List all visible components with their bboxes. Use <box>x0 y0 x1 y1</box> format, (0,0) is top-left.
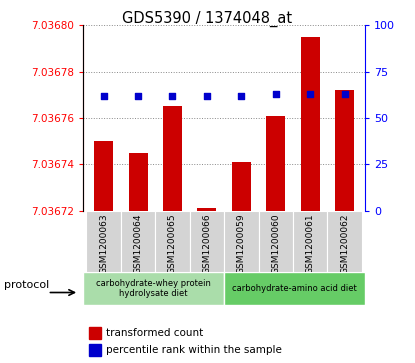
Text: transformed count: transformed count <box>105 328 203 338</box>
Bar <box>259 211 293 272</box>
Bar <box>293 211 327 272</box>
Bar <box>232 162 251 211</box>
Point <box>307 91 313 97</box>
Bar <box>94 141 113 211</box>
Bar <box>83 272 224 305</box>
Bar <box>121 211 155 272</box>
Bar <box>89 344 101 356</box>
Bar <box>89 327 101 339</box>
Text: GSM1200063: GSM1200063 <box>99 213 108 274</box>
Bar <box>86 211 121 272</box>
Bar <box>163 106 182 211</box>
Bar <box>155 211 190 272</box>
Text: GDS5390 / 1374048_at: GDS5390 / 1374048_at <box>122 11 293 27</box>
Text: GSM1200062: GSM1200062 <box>340 213 349 274</box>
Point <box>341 91 348 97</box>
Text: carbohydrate-whey protein
hydrolysate diet: carbohydrate-whey protein hydrolysate di… <box>96 279 211 298</box>
Point <box>238 93 244 99</box>
Text: GSM1200060: GSM1200060 <box>271 213 280 274</box>
Bar <box>301 37 320 211</box>
Point <box>272 91 279 97</box>
Point <box>204 93 210 99</box>
Text: percentile rank within the sample: percentile rank within the sample <box>105 345 281 355</box>
Text: GSM1200065: GSM1200065 <box>168 213 177 274</box>
Text: protocol: protocol <box>4 280 49 290</box>
Bar <box>190 211 224 272</box>
Text: GSM1200064: GSM1200064 <box>134 213 143 274</box>
Text: carbohydrate-amino acid diet: carbohydrate-amino acid diet <box>232 284 357 293</box>
Bar <box>224 272 365 305</box>
Bar <box>129 153 147 211</box>
Text: GSM1200066: GSM1200066 <box>203 213 211 274</box>
Bar <box>224 211 259 272</box>
Point <box>135 93 142 99</box>
Point <box>100 93 107 99</box>
Text: GSM1200059: GSM1200059 <box>237 213 246 274</box>
Bar <box>198 208 216 211</box>
Bar <box>327 211 362 272</box>
Text: GSM1200061: GSM1200061 <box>305 213 315 274</box>
Bar <box>335 90 354 211</box>
Point <box>169 93 176 99</box>
Bar <box>266 116 285 211</box>
